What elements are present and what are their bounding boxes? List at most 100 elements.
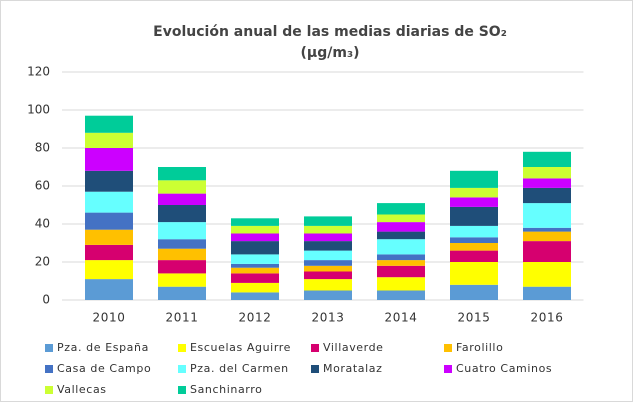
bar-segment	[377, 222, 425, 232]
bar-segment	[85, 260, 133, 280]
bar-segment	[523, 262, 571, 287]
legend-label: Vallecas	[57, 383, 107, 396]
bar-segment	[377, 231, 425, 240]
bar-segment	[523, 241, 571, 262]
legend-label: Farolillo	[456, 341, 503, 354]
bar-segment	[523, 167, 571, 179]
bar-segment	[85, 191, 133, 213]
bar-segment	[377, 239, 425, 255]
legend-swatch	[45, 386, 53, 394]
bar-segment	[450, 206, 498, 226]
y-tick-label: 20	[35, 255, 50, 269]
bar-segment	[304, 279, 352, 291]
legend-swatch	[45, 344, 53, 352]
bar-segment	[158, 205, 206, 223]
bar-segment	[231, 225, 279, 234]
bar-segment	[304, 271, 352, 280]
bar-segment	[231, 218, 279, 226]
legend-label: Sanchinarro	[190, 383, 262, 396]
y-tick-label: 0	[42, 293, 50, 307]
bar-segment	[377, 214, 425, 223]
bar-segment	[85, 279, 133, 300]
bar-segment	[231, 292, 279, 300]
legend-swatch	[311, 365, 319, 373]
bar-segment	[158, 222, 206, 240]
bar-segment	[450, 197, 498, 207]
x-tick-label: 2010	[93, 311, 126, 325]
x-tick-label: 2011	[166, 311, 199, 325]
bar-segment	[231, 267, 279, 274]
bar-segment	[377, 254, 425, 261]
legend-label: Casa de Campo	[57, 362, 151, 375]
bar-segment	[304, 225, 352, 234]
bar-segment	[450, 237, 498, 243]
legend-label: Escuelas Aguirre	[190, 341, 291, 354]
bar-segment	[231, 263, 279, 268]
x-tick-label: 2015	[458, 311, 491, 325]
legend-swatch	[178, 365, 186, 373]
y-tick-label: 80	[35, 141, 50, 155]
legend-swatch	[45, 365, 53, 373]
bar-segment	[304, 216, 352, 226]
legend-swatch	[311, 344, 319, 352]
bar-segment	[450, 170, 498, 188]
bar-segment	[304, 241, 352, 251]
y-tick-label: 120	[27, 65, 50, 79]
bar-segment	[85, 244, 133, 261]
x-tick-label: 2013	[312, 311, 345, 325]
bar-segment	[158, 273, 206, 287]
legend-swatch	[444, 344, 452, 352]
bar-segment	[85, 212, 133, 230]
bar-segment	[231, 282, 279, 293]
bar-segment	[85, 170, 133, 192]
bar-segment	[158, 239, 206, 249]
bar-segment	[158, 248, 206, 261]
legend-label: Villaverde	[323, 341, 384, 354]
bar-segment	[158, 167, 206, 181]
bar-segment	[85, 132, 133, 148]
legend-swatch	[178, 344, 186, 352]
bar-segment	[450, 187, 498, 198]
x-tick-label: 2012	[239, 311, 272, 325]
bar-segment	[450, 284, 498, 300]
bar-segment	[304, 250, 352, 261]
chart-title: Evolución anual de las medias diarias de…	[153, 24, 507, 40]
x-tick-label: 2014	[385, 311, 418, 325]
bar-segment	[158, 180, 206, 194]
bar-segment	[231, 254, 279, 264]
bar-segment	[85, 148, 133, 171]
legend-swatch	[444, 365, 452, 373]
y-tick-label: 40	[35, 217, 50, 231]
bar-segment	[377, 277, 425, 291]
bar-segment	[523, 286, 571, 300]
legend-swatch	[178, 386, 186, 394]
y-tick-label: 100	[27, 103, 50, 117]
bar-segment	[377, 290, 425, 300]
bar-segment	[304, 265, 352, 272]
bar-segment	[523, 231, 571, 242]
legend-label: Cuatro Caminos	[456, 362, 552, 375]
bar-segment	[523, 187, 571, 204]
bar-segment	[85, 229, 133, 245]
bar-segment	[523, 203, 571, 228]
bar-segment	[304, 233, 352, 242]
bar-segment	[231, 241, 279, 255]
bar-segment	[231, 233, 279, 242]
x-tick-label: 2016	[531, 311, 564, 325]
bar-segment	[158, 193, 206, 205]
bar-segment	[377, 260, 425, 266]
bar-segment	[304, 260, 352, 266]
bar-segment	[158, 260, 206, 274]
bar-segment	[85, 115, 133, 133]
bar-segment	[450, 243, 498, 251]
legend-label: Pza. de España	[57, 341, 149, 354]
bar-segment	[377, 265, 425, 278]
legend-label: Pza. del Carmen	[190, 362, 289, 375]
bar-segment	[450, 262, 498, 285]
bar-segment	[304, 290, 352, 300]
chart-subtitle: (µg/m₃)	[301, 45, 360, 61]
bar-segment	[158, 286, 206, 300]
bar-segment	[523, 227, 571, 232]
y-tick-label: 60	[35, 179, 50, 193]
